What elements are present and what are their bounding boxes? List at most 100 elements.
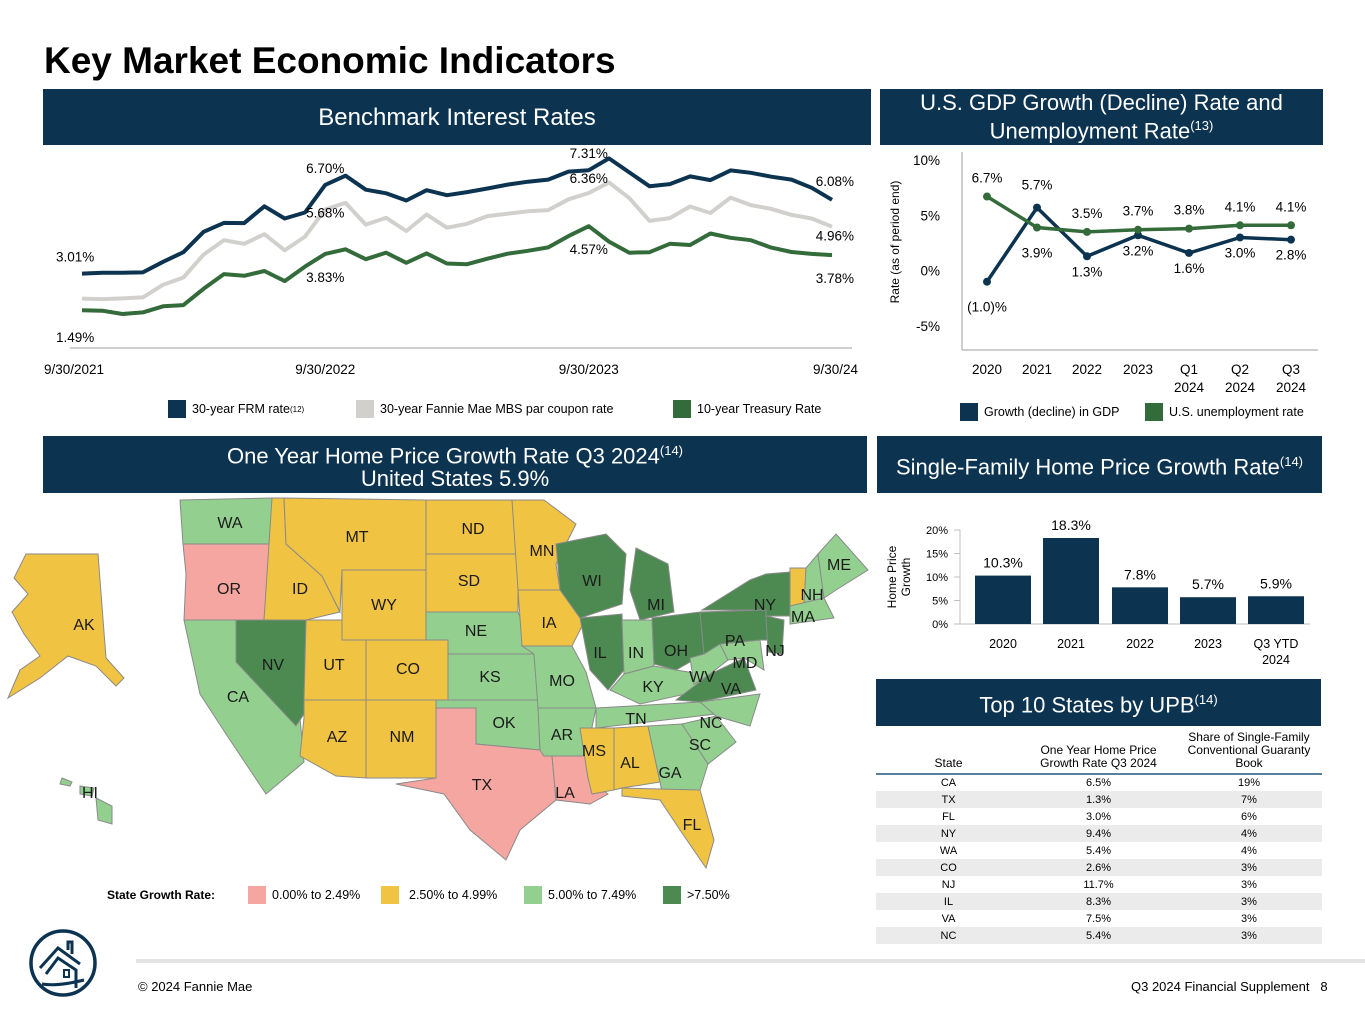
state-AL (613, 725, 661, 791)
map-legend-band-0: 0.00% to 2.49% (248, 886, 360, 904)
upb-header-wrap: Top 10 States by UPB(14) (876, 688, 1321, 716)
state-label-PA: PA (725, 633, 745, 650)
gdp-point-1 (1287, 221, 1295, 230)
band-3-label: >7.50% (687, 888, 730, 902)
hpg-bar-label: 5.7% (1192, 576, 1224, 592)
upb-cell-state: TX (876, 791, 1021, 808)
upb-header-sup: (14) (1194, 692, 1218, 708)
gdp-header-sup: (13) (1190, 118, 1214, 134)
gdp-x-tick-line: 2020 (972, 362, 1002, 377)
upb-cell-state: NY (876, 825, 1021, 842)
gdp-point-0 (1185, 248, 1193, 257)
gdp-x-tick-line: Q2 (1231, 362, 1249, 377)
upb-cell-growth: 5.4% (1085, 844, 1112, 857)
gdp-data-label: 3.2% (1123, 243, 1154, 258)
gdp-data-label: 1.3% (1072, 264, 1103, 279)
gdp-legend-label: Growth (decline) in GDP (984, 405, 1120, 419)
map-header-line1-wrap: One Year Home Price Growth Rate Q3 2024(… (43, 439, 867, 467)
upb-cell-share: 4% (1176, 825, 1322, 842)
rates-header: Benchmark Interest Rates (43, 89, 871, 145)
map-legend-title-text: State Growth Rate: (107, 888, 216, 902)
state-NJ (765, 615, 785, 655)
hpg-x-tick: 2022 (1126, 637, 1154, 651)
rates-data-label: 5.68% (306, 205, 344, 220)
state-label-SD: SD (458, 573, 480, 590)
frm-legend-label: 30-year FRM rate (192, 402, 290, 416)
state-label-TX: TX (472, 777, 493, 794)
hpg-header-wrap: Single-Family Home Price Growth Rate(14) (877, 450, 1322, 478)
state-label-MT: MT (345, 529, 368, 546)
rates-x-tick: 9/30/24 (813, 362, 859, 377)
upb-cell-share: 6% (1241, 810, 1257, 823)
gdp-point-1 (1033, 223, 1041, 232)
unemp-legend-label: U.S. unemployment rate (1169, 405, 1304, 419)
state-label-OR: OR (217, 581, 241, 598)
state-TX (395, 707, 557, 861)
upb-cell-growth: 9.4% (1021, 825, 1176, 842)
rates-legend-mbs: 30-year Fannie Mae MBS par coupon rate (356, 400, 613, 418)
frm-swatch (168, 400, 186, 418)
hpg-x-tick-line: Q3 YTD (1254, 637, 1299, 651)
gdp-point-0 (1033, 203, 1041, 212)
unemp-data-label: 3.5% (1072, 206, 1103, 221)
rates-series-line-1 (81, 180, 833, 302)
gdp-y-tick: 0% (920, 264, 940, 279)
band-0-label: 0.00% to 2.49% (272, 888, 361, 902)
state-label-KS: KS (479, 669, 500, 686)
state-label-AL: AL (620, 755, 640, 772)
state-label-NH: NH (800, 587, 823, 604)
state-label-IL: IL (593, 645, 606, 662)
hpg-header-sup: (14) (1279, 454, 1304, 470)
mbs-legend-label: 30-year Fannie Mae MBS par coupon rate (380, 402, 614, 416)
upb-col-growth: One Year Home Price Growth Rate Q3 2024 (1021, 728, 1176, 775)
hpg-x-tick: 2020 (989, 637, 1017, 651)
hpg-bar-label: 7.8% (1124, 566, 1156, 582)
upb-cell-state: CO (876, 859, 1021, 876)
fannie-mae-logo (29, 929, 97, 997)
upb-cell-state: NC (876, 927, 1021, 944)
gdp-header-line2: Unemployment Rate (989, 118, 1191, 144)
rates-series-line-0 (81, 156, 834, 276)
unemp-data-label: 3.7% (1123, 204, 1154, 219)
state-label-NY: NY (754, 597, 777, 614)
band-0-swatch (248, 886, 266, 904)
gdp-y-tick: -5% (916, 319, 940, 334)
state-label-NC: NC (699, 715, 722, 732)
upb-cell-state: FL (942, 810, 955, 823)
gdp-point-1 (1134, 225, 1142, 234)
gdp-data-label: 2.8% (1276, 248, 1307, 263)
state-label-NE: NE (465, 623, 487, 640)
upb-cell-share: 3% (1176, 893, 1322, 910)
page-title: Key Market Economic Indicators (44, 40, 616, 81)
hpg-bar (1248, 596, 1304, 624)
state-ME (817, 533, 869, 599)
rates-data-label: 1.49% (56, 330, 94, 345)
state-NV (235, 619, 307, 727)
gdp-data-label: 3.0% (1225, 245, 1256, 260)
gdp-legend-gdp: Growth (decline) in GDP (960, 403, 1119, 421)
state-OH (651, 611, 705, 671)
footer-supplement: Q3 2024 Financial Supplement 8 (1131, 979, 1328, 994)
state-label-FL: FL (683, 817, 702, 834)
upb-table: State One Year Home Price Growth Rate Q3… (876, 728, 1322, 944)
state-WI (555, 533, 627, 619)
rates-series-line-2 (81, 224, 833, 316)
footer-page-number: 8 (1320, 979, 1328, 994)
upb-cell-share: 3% (1241, 878, 1257, 891)
state-label-AK: AK (73, 617, 95, 634)
state-FL (621, 787, 715, 870)
upb-cell-growth: 3.0% (1085, 810, 1112, 823)
band-1-swatch (381, 886, 399, 904)
rates-legend-treasury: 10-year Treasury Rate (673, 400, 821, 418)
state-IL (579, 613, 625, 691)
gdp-x-tick-line: 2023 (1123, 362, 1153, 377)
state-label-NJ: NJ (765, 643, 785, 660)
state-label-WV: WV (689, 669, 715, 686)
upb-cell-share: 3% (1176, 927, 1322, 944)
rates-data-label: 4.96% (816, 229, 854, 244)
state-MA (789, 597, 835, 625)
state-label-NV: NV (262, 657, 285, 674)
map-legend-band-2: 5.00% to 7.49% (524, 886, 636, 904)
rates-header-text: Benchmark Interest Rates (318, 103, 596, 131)
map-header: One Year Home Price Growth Rate Q3 2024(… (43, 436, 867, 493)
